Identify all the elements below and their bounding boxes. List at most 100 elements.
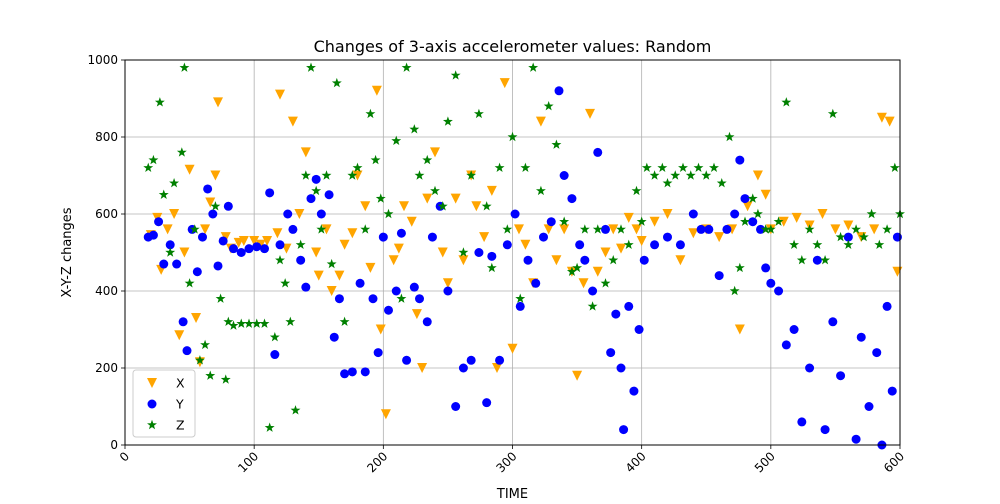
series-z-point bbox=[740, 216, 750, 226]
series-z-point bbox=[220, 374, 231, 384]
series-z-point bbox=[360, 224, 371, 234]
series-y-point bbox=[482, 398, 492, 408]
series-y-point bbox=[812, 255, 822, 265]
series-y-point bbox=[148, 230, 158, 240]
series-y-point bbox=[510, 209, 520, 219]
chart-title: Changes of 3-axis accelerometer values: … bbox=[314, 37, 712, 56]
series-x-point bbox=[313, 270, 324, 281]
series-y-point bbox=[229, 244, 238, 254]
series-y-point bbox=[663, 232, 672, 242]
series-y-point bbox=[546, 217, 556, 227]
series-y-point bbox=[316, 209, 326, 219]
series-y-point bbox=[360, 367, 370, 377]
series-y-point bbox=[882, 301, 892, 311]
series-x-point bbox=[507, 343, 518, 354]
series-x-point bbox=[734, 324, 745, 335]
series-y-point bbox=[611, 309, 621, 319]
series-z-point bbox=[649, 170, 660, 180]
series-y-point bbox=[892, 232, 902, 242]
series-y-point bbox=[252, 242, 262, 252]
series-x-point bbox=[675, 255, 686, 266]
series-y-point bbox=[606, 348, 616, 358]
series-y-point bbox=[288, 224, 298, 234]
series-z-point bbox=[765, 224, 776, 234]
series-x-point bbox=[616, 243, 626, 254]
series-y-point bbox=[218, 236, 228, 246]
series-z-point bbox=[339, 316, 350, 327]
series-y-point bbox=[828, 317, 838, 327]
series-z-point bbox=[657, 162, 668, 173]
series-y-point bbox=[301, 282, 311, 292]
series-x-point bbox=[592, 266, 603, 277]
series-y-point bbox=[396, 228, 406, 238]
series-z-group bbox=[143, 62, 905, 432]
x-axis-label: TIME bbox=[496, 487, 528, 500]
series-x-point bbox=[778, 216, 789, 227]
series-y-point bbox=[244, 244, 254, 254]
series-y-point bbox=[575, 240, 585, 250]
series-z-point bbox=[396, 293, 407, 303]
series-z-point bbox=[494, 162, 505, 173]
series-z-point bbox=[631, 185, 642, 196]
series-y-point bbox=[588, 286, 598, 296]
series-z-point bbox=[264, 422, 275, 432]
series-z-point bbox=[210, 201, 221, 211]
series-x-point bbox=[608, 224, 619, 235]
series-y-point bbox=[515, 301, 525, 311]
series-y-point bbox=[634, 325, 644, 334]
series-z-point bbox=[442, 116, 453, 126]
legend: XYZ bbox=[132, 369, 196, 438]
series-x-point bbox=[585, 108, 595, 119]
series-y-point bbox=[159, 259, 169, 269]
series-z-point bbox=[709, 162, 719, 173]
legend-marker-y bbox=[147, 399, 157, 409]
series-y-point bbox=[451, 402, 461, 411]
series-y-point bbox=[735, 155, 745, 165]
series-z-point bbox=[244, 318, 254, 328]
series-z-point bbox=[789, 239, 800, 250]
series-z-point bbox=[843, 239, 854, 250]
series-y-point bbox=[887, 386, 897, 396]
series-y-point bbox=[334, 294, 344, 304]
series-x-group bbox=[145, 78, 903, 420]
series-y-point bbox=[340, 369, 350, 379]
series-z-point bbox=[796, 255, 807, 265]
series-z-point bbox=[148, 154, 159, 165]
series-y-point bbox=[797, 417, 807, 427]
series-z-point bbox=[662, 178, 673, 188]
series-z-point bbox=[143, 162, 154, 173]
series-y-point bbox=[704, 224, 714, 234]
series-y-point bbox=[265, 188, 275, 198]
series-z-point bbox=[437, 201, 448, 211]
series-z-point bbox=[275, 255, 285, 265]
series-y-point bbox=[415, 294, 424, 304]
series-z-point bbox=[401, 62, 412, 72]
series-z-point bbox=[290, 405, 301, 415]
series-z-point bbox=[259, 318, 270, 328]
series-y-point bbox=[730, 209, 740, 219]
series-z-point bbox=[636, 216, 647, 226]
series-x-point bbox=[213, 97, 223, 108]
series-y-point bbox=[172, 259, 182, 269]
series-z-point bbox=[179, 62, 190, 72]
series-x-point bbox=[520, 239, 531, 250]
series-x-point bbox=[294, 209, 305, 219]
series-z-point bbox=[616, 224, 626, 234]
series-x-point bbox=[371, 85, 382, 96]
series-z-point bbox=[189, 224, 200, 234]
series-z-point bbox=[827, 108, 838, 119]
series-x-point bbox=[471, 201, 482, 212]
series-z-point bbox=[306, 62, 316, 72]
series-z-point bbox=[422, 154, 433, 165]
series-y-point bbox=[805, 363, 815, 373]
series-x-point bbox=[347, 228, 358, 239]
series-z-point bbox=[820, 255, 831, 265]
series-z-point bbox=[450, 70, 461, 80]
series-z-point bbox=[701, 170, 712, 180]
series-y-point bbox=[624, 301, 634, 311]
series-z-point bbox=[592, 224, 603, 234]
series-x-point bbox=[499, 78, 510, 89]
series-y-point bbox=[554, 86, 564, 96]
series-z-point bbox=[587, 301, 598, 311]
